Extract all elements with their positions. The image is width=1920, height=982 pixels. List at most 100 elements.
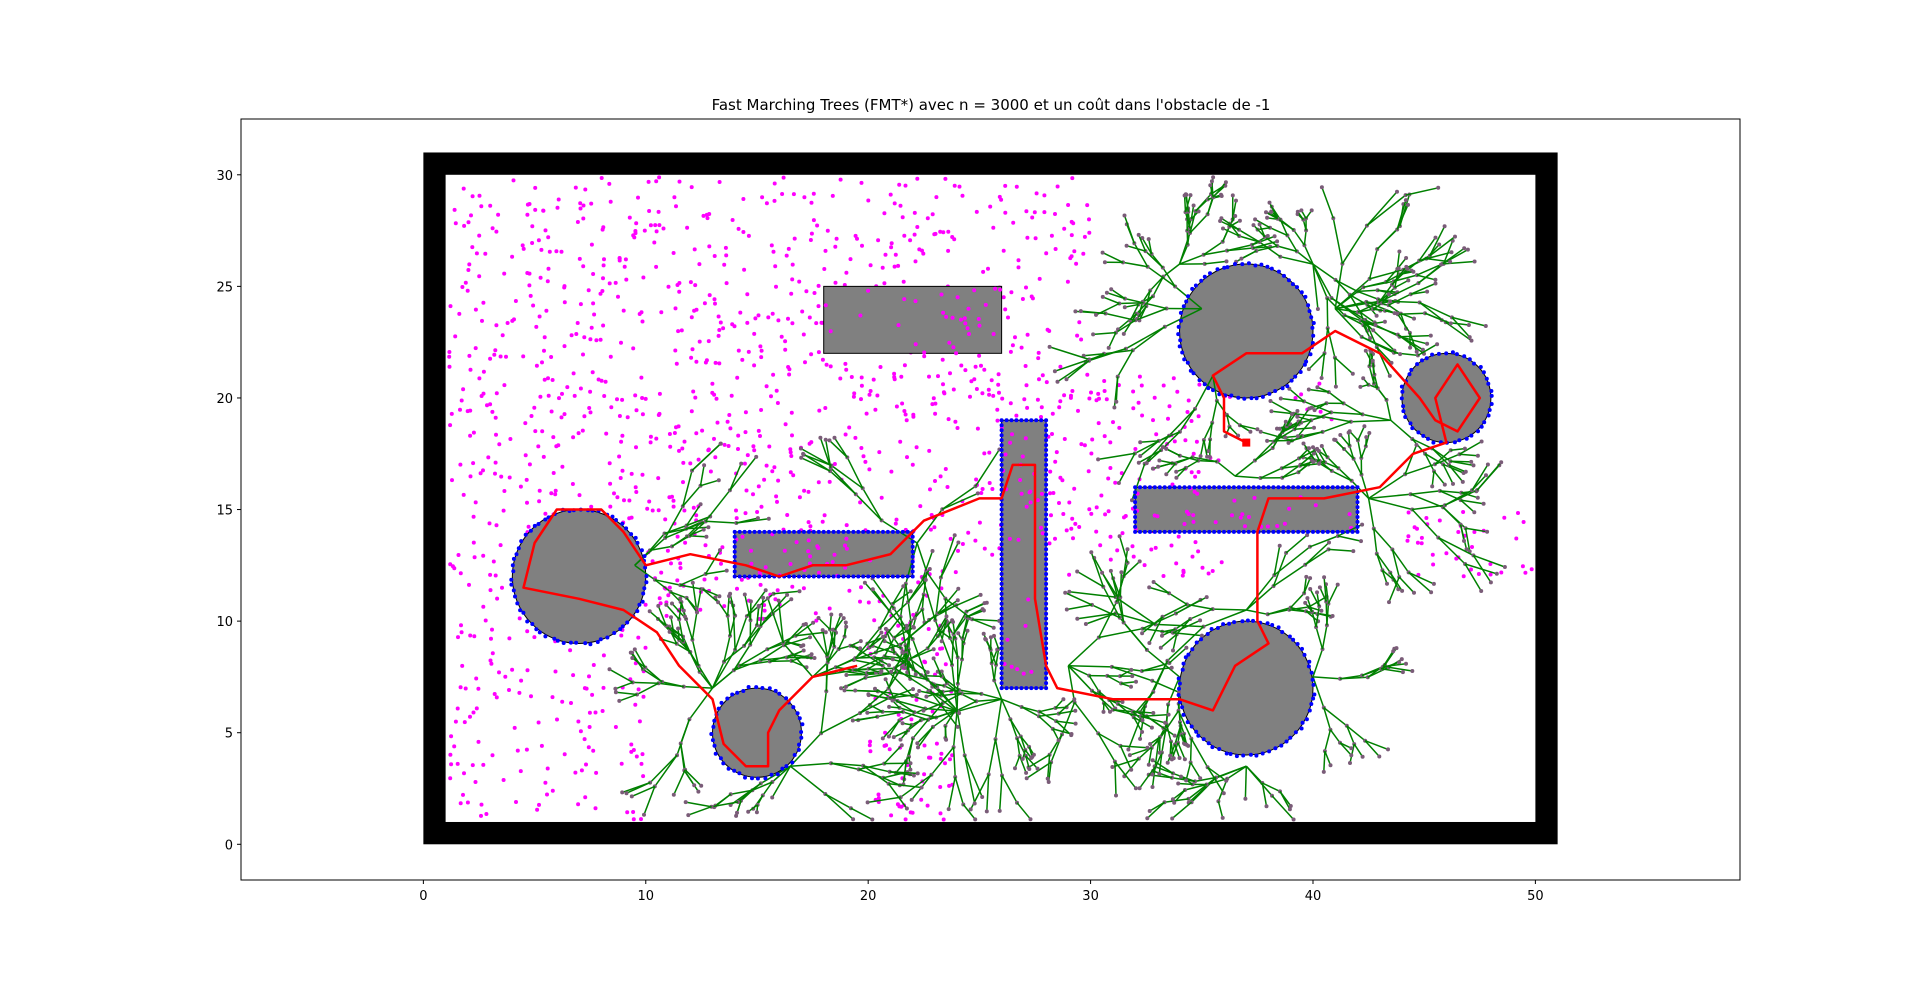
boundary-sample — [1029, 686, 1034, 691]
tree-edge — [952, 747, 956, 778]
unvisited-sample — [622, 264, 627, 269]
boundary-sample — [816, 574, 821, 579]
tree-node — [624, 791, 629, 796]
unvisited-sample — [1456, 530, 1461, 534]
tree-node — [1502, 565, 1507, 569]
boundary-sample — [1190, 286, 1195, 291]
tree-edge — [1020, 736, 1030, 748]
tree-edge — [1380, 667, 1404, 673]
tree-node — [1100, 294, 1105, 299]
tree-edge — [1280, 397, 1305, 403]
tree-edge — [853, 659, 883, 667]
unvisited-sample — [681, 480, 685, 485]
tree-edge — [1122, 261, 1148, 268]
boundary-sample — [885, 529, 890, 534]
unvisited-sample — [489, 636, 493, 641]
unvisited-sample — [707, 212, 712, 216]
tree-node — [1156, 464, 1161, 469]
boundary-sample — [890, 529, 895, 534]
tree-node — [1463, 469, 1468, 474]
tree-edge — [889, 688, 914, 699]
unvisited-sample — [718, 320, 723, 325]
unvisited-sample — [918, 504, 923, 509]
unvisited-sample — [689, 185, 694, 190]
tree-node — [1269, 409, 1274, 414]
tree-edge — [1185, 459, 1199, 469]
tree-node — [1333, 438, 1338, 442]
boundary-sample — [910, 559, 915, 564]
unvisited-sample — [1070, 389, 1075, 393]
boundary-sample — [1044, 537, 1049, 542]
boundary-sample — [1287, 634, 1292, 639]
tree-node — [1191, 203, 1196, 208]
tree-node — [1404, 661, 1408, 666]
boundary-sample — [732, 768, 737, 773]
tree-node — [735, 810, 739, 815]
tree-edge — [1293, 229, 1306, 246]
tree-node — [1466, 323, 1471, 327]
tree-edge — [1360, 446, 1367, 459]
boundary-sample — [1345, 529, 1350, 534]
tree-edge — [1317, 386, 1330, 393]
tree-edge — [764, 594, 788, 620]
unvisited-sample — [788, 470, 793, 475]
unvisited-sample — [1042, 210, 1047, 215]
unvisited-sample — [1194, 439, 1199, 444]
unvisited-sample — [809, 231, 814, 236]
tree-node — [1265, 438, 1270, 443]
tree-edge — [713, 793, 732, 808]
boundary-sample — [1044, 552, 1049, 557]
unvisited-sample — [1200, 565, 1205, 570]
unvisited-sample — [634, 754, 639, 759]
unvisited-sample — [743, 430, 748, 435]
tree-edge — [1353, 743, 1364, 758]
unvisited-sample — [462, 720, 467, 725]
unvisited-sample — [1016, 265, 1021, 270]
unvisited-sample — [1074, 261, 1079, 266]
unvisited-sample — [458, 407, 462, 412]
unvisited-sample — [1069, 526, 1074, 531]
unvisited-sample — [944, 314, 949, 319]
tree-node — [1163, 720, 1168, 725]
tree-edge — [1396, 251, 1401, 270]
unvisited-sample — [820, 357, 825, 362]
boundary-sample — [555, 638, 560, 643]
unvisited-sample — [758, 344, 763, 349]
tree-node — [1350, 371, 1355, 376]
boundary-sample — [831, 529, 836, 534]
unvisited-sample — [582, 335, 587, 340]
unvisited-sample — [1022, 397, 1027, 402]
unvisited-sample — [598, 291, 603, 296]
tree-edge — [1143, 302, 1167, 310]
unvisited-sample — [537, 802, 541, 807]
boundary-sample — [905, 574, 910, 579]
boundary-sample — [1231, 529, 1236, 534]
unvisited-sample — [544, 308, 549, 313]
unvisited-sample — [1195, 491, 1200, 496]
unvisited-sample — [904, 418, 909, 423]
axes-frame — [240, 118, 1741, 881]
tree-edge — [1097, 733, 1116, 762]
unvisited-sample — [853, 435, 858, 440]
unvisited-sample — [518, 484, 523, 489]
unvisited-sample — [1029, 669, 1034, 674]
boundary-sample — [750, 776, 754, 781]
boundary-sample — [1399, 396, 1404, 401]
unvisited-sample — [1186, 398, 1191, 403]
boundary-sample — [624, 526, 629, 531]
tree-edge — [1294, 426, 1315, 431]
unvisited-sample — [485, 403, 489, 408]
boundary-sample — [718, 756, 723, 761]
unvisited-sample — [1161, 383, 1166, 388]
unvisited-sample — [461, 186, 466, 191]
unvisited-sample — [505, 321, 510, 325]
unvisited-sample — [569, 701, 573, 705]
tree-edge — [1312, 648, 1324, 678]
unvisited-sample — [1461, 574, 1466, 579]
tree-edge — [1459, 440, 1482, 455]
unvisited-sample — [868, 263, 873, 268]
tree-edge — [1348, 445, 1355, 460]
tree-node — [1206, 449, 1210, 454]
boundary-sample — [910, 544, 915, 549]
tree-edge — [1203, 249, 1228, 256]
